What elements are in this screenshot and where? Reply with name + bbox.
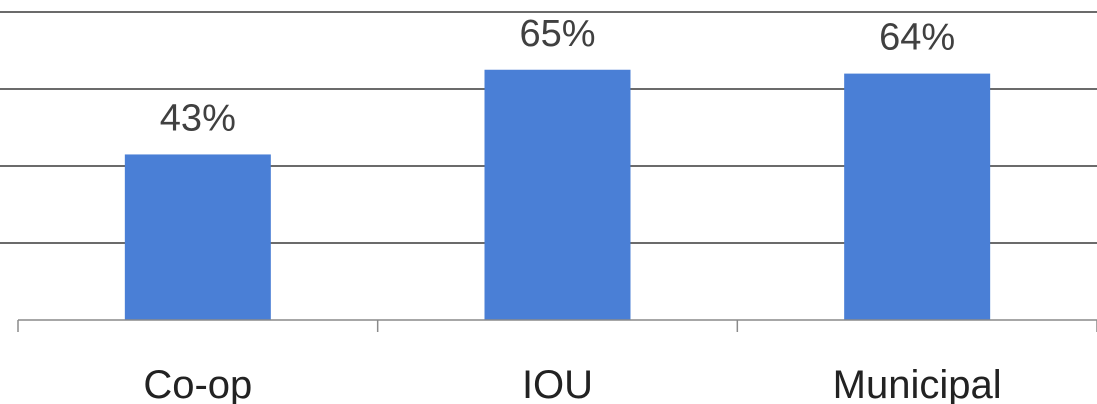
data-label-iou: 65%	[519, 13, 595, 55]
category-label-iou: IOU	[522, 363, 593, 404]
bar-iou	[484, 69, 631, 320]
data-label-municipal: 64%	[879, 17, 955, 59]
data-labels: 43% 65% 64%	[160, 13, 955, 140]
bar-co-op	[124, 154, 271, 320]
x-axis	[17, 319, 1097, 332]
category-label-co-op: Co-op	[143, 363, 252, 404]
data-label-co-op: 43%	[160, 97, 236, 139]
bar-municipal	[844, 73, 991, 320]
category-label-municipal: Municipal	[833, 363, 1002, 404]
bars	[124, 69, 991, 320]
category-labels: Co-op IOU Municipal	[143, 363, 1001, 404]
